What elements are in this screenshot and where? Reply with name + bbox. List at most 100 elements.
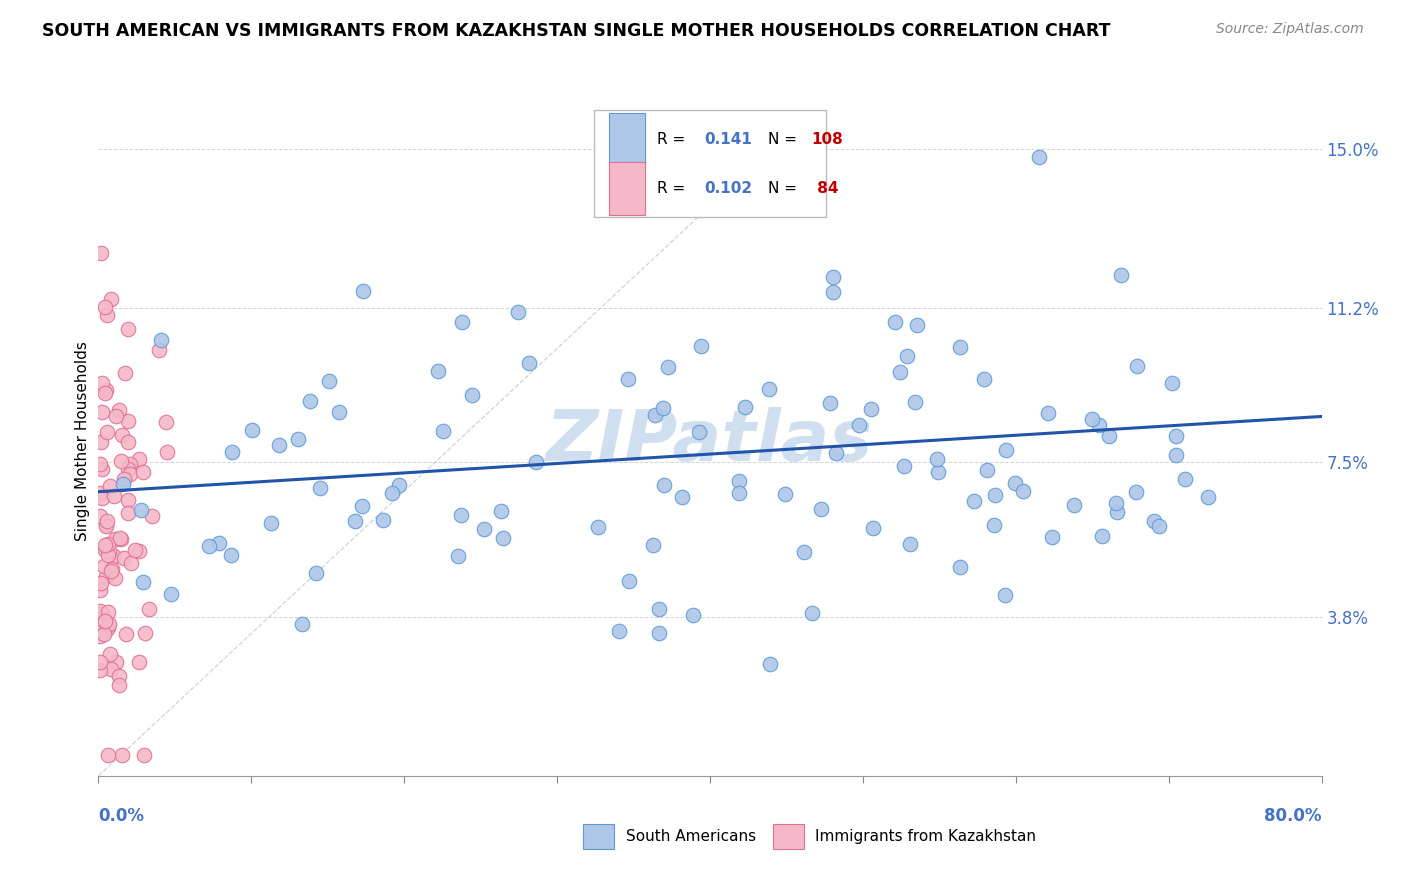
Point	[97, 620, 120, 634]
Point	[94, 517, 117, 532]
Point	[949, 559, 972, 574]
Point	[129, 503, 152, 517]
Point	[387, 478, 409, 492]
Point	[208, 536, 231, 550]
Point	[1125, 485, 1147, 500]
Point	[89, 629, 111, 643]
Point	[156, 444, 179, 458]
Point	[492, 531, 515, 545]
Point	[155, 415, 177, 429]
Point	[451, 315, 474, 329]
Text: 0.141: 0.141	[704, 132, 752, 147]
Point	[517, 356, 540, 370]
Point	[949, 340, 972, 354]
Point	[381, 486, 404, 500]
Point	[818, 396, 841, 410]
Point	[1143, 514, 1166, 528]
Text: South Americans: South Americans	[626, 830, 756, 844]
Point	[94, 300, 117, 314]
Point	[89, 583, 111, 598]
Point	[1164, 429, 1187, 443]
Point	[100, 662, 122, 676]
Text: ZIPatlas: ZIPatlas	[547, 407, 873, 476]
Text: N =: N =	[768, 132, 801, 147]
Point	[728, 486, 751, 500]
Point	[648, 602, 671, 616]
Point	[461, 388, 484, 402]
Point	[97, 544, 120, 558]
Point	[984, 488, 1007, 502]
Point	[1004, 475, 1026, 490]
Point	[94, 383, 117, 397]
Point	[1105, 505, 1128, 519]
Text: 0.0%: 0.0%	[98, 807, 145, 825]
Point	[1164, 448, 1187, 462]
Point	[96, 568, 118, 582]
Point	[524, 455, 547, 469]
Point	[132, 575, 155, 590]
Point	[90, 606, 112, 620]
Point	[132, 465, 155, 479]
Point	[617, 574, 640, 588]
Point	[91, 491, 114, 505]
Text: N =: N =	[768, 181, 801, 196]
Point	[450, 508, 472, 522]
Point	[927, 465, 949, 479]
Point	[90, 576, 112, 591]
Point	[98, 648, 121, 662]
Point	[94, 614, 117, 628]
Point	[773, 487, 796, 501]
Point	[267, 438, 290, 452]
Point	[105, 655, 128, 669]
Point	[1174, 471, 1197, 485]
Point	[793, 545, 815, 559]
Point	[1149, 519, 1171, 533]
Point	[98, 479, 121, 493]
Point	[905, 318, 928, 333]
Text: SOUTH AMERICAN VS IMMIGRANTS FROM KAZAKHSTAN SINGLE MOTHER HOUSEHOLDS CORRELATIO: SOUTH AMERICAN VS IMMIGRANTS FROM KAZAKH…	[42, 22, 1111, 40]
Point	[318, 374, 340, 388]
Point	[96, 425, 118, 440]
Point	[682, 607, 704, 622]
Point	[900, 537, 922, 551]
Point	[291, 616, 314, 631]
Point	[141, 509, 163, 524]
Point	[221, 445, 243, 459]
Point	[862, 521, 884, 535]
Point	[148, 343, 170, 358]
Point	[1040, 530, 1063, 544]
Point	[96, 622, 118, 636]
Point	[893, 459, 915, 474]
Point	[96, 519, 118, 533]
Point	[110, 531, 132, 545]
Point	[115, 627, 138, 641]
Point	[328, 405, 350, 419]
Text: 108: 108	[811, 132, 844, 147]
Point	[114, 367, 136, 381]
Point	[689, 339, 711, 353]
Point	[904, 394, 927, 409]
Y-axis label: Single Mother Households: Single Mother Households	[75, 342, 90, 541]
Point	[825, 445, 848, 459]
Point	[800, 606, 823, 620]
Point	[97, 748, 120, 763]
Point	[112, 551, 135, 566]
Point	[654, 478, 676, 492]
Point	[97, 549, 120, 563]
Point	[149, 333, 172, 347]
Point	[104, 571, 127, 585]
Point	[93, 559, 115, 574]
Point	[111, 748, 134, 763]
Point	[117, 434, 139, 449]
Point	[810, 501, 832, 516]
Point	[1081, 411, 1104, 425]
Point	[97, 617, 120, 632]
Point	[373, 513, 395, 527]
Point	[759, 657, 782, 672]
Point	[117, 414, 139, 428]
Text: 0.102: 0.102	[704, 181, 752, 196]
Point	[1091, 529, 1114, 543]
Point	[117, 506, 139, 520]
Point	[94, 543, 117, 558]
Point	[101, 562, 124, 576]
